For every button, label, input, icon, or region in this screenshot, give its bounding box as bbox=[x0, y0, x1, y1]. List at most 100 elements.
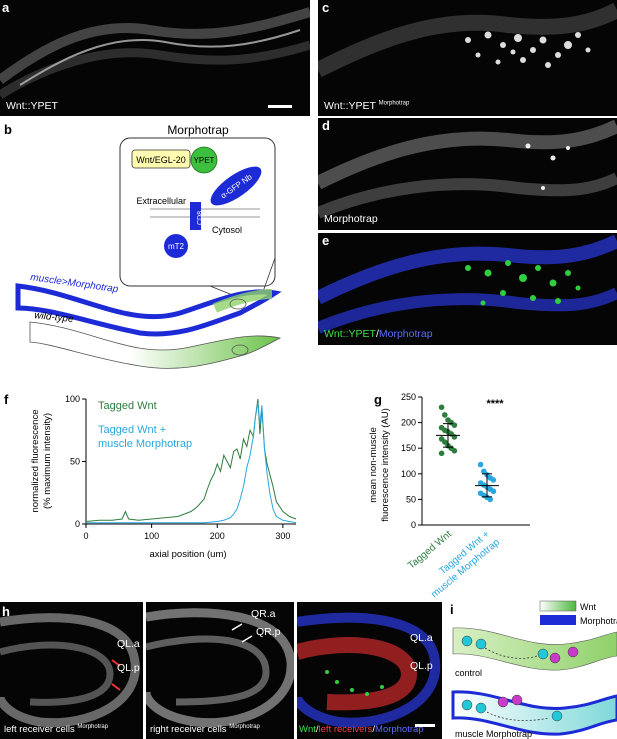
label-control: control bbox=[455, 668, 482, 678]
panel-f-series-1 bbox=[85, 398, 297, 522]
panel-e-image: Wnt::YPET/Morphotrap bbox=[318, 233, 617, 345]
panel-h-left-worm bbox=[0, 613, 140, 728]
ypet-label: YPET bbox=[194, 156, 215, 165]
panel-b-schematic: Morphotrap Wnt/EGL-20 YPET α-GFP Nb CD8 … bbox=[15, 123, 282, 337]
panel-h-ql-p: QL.p bbox=[117, 662, 140, 674]
panel-g-dot bbox=[477, 461, 484, 468]
panel-c-caption-sup: Morphotrap bbox=[378, 100, 410, 107]
panel-g-y-tick-label: 150 bbox=[401, 443, 416, 453]
panel-h-mid-caption-sup: Morphotrap bbox=[229, 724, 260, 730]
legend-wnt-swatch bbox=[539, 600, 577, 612]
panel-g-y-tick-label: 200 bbox=[401, 418, 416, 428]
caption-receivers: left receivers bbox=[318, 724, 373, 735]
panel-h-mid-caption-main: right receiver cells bbox=[150, 724, 227, 736]
extracellular-label: Extracellular bbox=[136, 196, 186, 206]
panel-f-x-tick-label: 0 bbox=[83, 531, 88, 541]
panel-a-worm bbox=[0, 7, 310, 108]
worm-control bbox=[452, 627, 617, 671]
panel-h-left-caption-sup: Morphotrap bbox=[77, 724, 109, 730]
panel-h-qr-a: QR.a bbox=[251, 608, 276, 620]
panel-g-dot bbox=[490, 488, 497, 495]
caption-morphotrap: Morphotrap bbox=[375, 724, 424, 735]
panel-f-x-tick-label: 200 bbox=[210, 531, 225, 541]
panel-a-caption: Wnt::YPET bbox=[6, 100, 58, 112]
panel-f-legend-2a: Tagged Wnt + bbox=[98, 424, 166, 436]
panel-g-dot bbox=[438, 404, 445, 411]
panel-f-ylabel-2: (% maximum intensity) bbox=[42, 413, 53, 509]
panel-f-series-2 bbox=[86, 402, 297, 524]
panel-h-left-image: QL.a QL.p left receiver cells Morphotrap bbox=[0, 602, 143, 739]
panel-g-dot bbox=[481, 468, 487, 475]
worm2-label: wild-type bbox=[34, 310, 75, 325]
panel-f-legend-1: Tagged Wnt bbox=[98, 400, 157, 412]
worm-muscle-morphotrap bbox=[15, 283, 282, 337]
panel-h-ql-a: QL.a bbox=[117, 638, 140, 650]
panel-g-label: g bbox=[374, 392, 382, 407]
panel-h-mid-caption: right receiver cells Morphotrap bbox=[150, 724, 260, 735]
legend-morphotrap: Morphotrap bbox=[580, 616, 617, 626]
panel-c-worm bbox=[318, 2, 617, 78]
panel-f-label: f bbox=[4, 392, 9, 407]
panel-g-dot bbox=[438, 450, 445, 457]
panel-g-axes: 0 50 100 150 200 250 bbox=[401, 392, 530, 530]
panel-d-label: d bbox=[322, 118, 330, 133]
panel-g-y-tick-label: 100 bbox=[401, 469, 416, 479]
panel-h-label: h bbox=[2, 604, 10, 619]
panel-e-caption-green: Wnt::YPET bbox=[324, 328, 376, 340]
legend-morphotrap-swatch bbox=[540, 615, 576, 625]
panel-f-x-tick-label: 300 bbox=[275, 531, 290, 541]
mt2-label: mT2 bbox=[168, 242, 185, 251]
cytosol-label: Cytosol bbox=[212, 225, 242, 235]
wnt-box bbox=[131, 149, 191, 169]
panel-g-significance: **** bbox=[486, 398, 504, 410]
panel-a-label: a bbox=[2, 0, 10, 15]
panel-h-left-caption-main: left receiver cells bbox=[4, 724, 75, 736]
cd8-icon bbox=[190, 202, 201, 230]
panel-i-label: i bbox=[450, 602, 454, 617]
panel-e-worm bbox=[318, 234, 617, 334]
panel-f-axes: 0 100 200 300 0 50 100 bbox=[65, 394, 296, 541]
panel-f-x-tick-label: 100 bbox=[144, 531, 159, 541]
worm-muscle-morphotrap-i bbox=[451, 690, 617, 736]
panel-c-caption-main: Wnt::YPET bbox=[324, 100, 376, 112]
panel-g-dot bbox=[442, 439, 448, 445]
panel-c-caption: Wnt::YPET Morphotrap bbox=[324, 100, 409, 112]
panel-f-y-tick-label: 50 bbox=[70, 457, 80, 467]
panel-h-left-caption: left receiver cells Morphotrap bbox=[4, 724, 108, 735]
panel-e-label: e bbox=[322, 233, 330, 248]
panel-f-ylabel-1: normalized fluorescence bbox=[30, 410, 41, 513]
panel-h-right-worm bbox=[297, 612, 441, 728]
nanobody-icon bbox=[210, 166, 262, 206]
panel-f-legend-2b: muscle Morphotrap bbox=[98, 438, 192, 450]
worm-wild-type bbox=[29, 321, 282, 369]
panel-g-dot bbox=[487, 496, 493, 503]
panel-e-caption-sep: / bbox=[375, 328, 379, 340]
panel-g-ylabel-1: mean non-muscle bbox=[368, 427, 379, 503]
panel-b-worm2: wild-type bbox=[29, 310, 282, 369]
morphotrap-title: Morphotrap bbox=[167, 123, 229, 137]
panel-i-schematic: Wnt Morphotrap control muscle Morphotrap bbox=[451, 600, 617, 739]
panel-g-chart: 0 50 100 150 200 250 **** mean non-muscle flu… bbox=[368, 392, 530, 600]
mt2-icon bbox=[164, 234, 188, 258]
caption-sep1: / bbox=[315, 724, 319, 735]
panel-h-right-caption: Wnt/left receivers/Morphotrap bbox=[299, 724, 424, 735]
panel-g-y-tick-label: 50 bbox=[406, 494, 416, 504]
panel-h-qr-p: QR.p bbox=[256, 626, 281, 638]
panel-e-caption-blue: Morphotrap bbox=[378, 328, 433, 340]
panel-b-label: b bbox=[4, 122, 12, 137]
panel-g-dot bbox=[442, 412, 448, 418]
panel-h-mid-worm bbox=[146, 608, 294, 728]
panel-c-image: Wnt::YPET Morphotrap bbox=[318, 0, 617, 116]
panel-h-right-ql-a: QL.a bbox=[410, 632, 433, 644]
cd8-label: CD8 bbox=[197, 211, 204, 225]
panel-h-right-ql-p: QL.p bbox=[410, 660, 433, 672]
legend-wnt: Wnt bbox=[580, 602, 597, 612]
panel-h-mid-image: QR.a QR.p right receiver cells Morphotra… bbox=[146, 602, 294, 739]
panel-d-caption: Morphotrap bbox=[324, 213, 378, 225]
label-muscle-morphotrap: muscle Morphotrap bbox=[455, 729, 532, 739]
panel-g-ylabel-2: fluorescence intensity (AU) bbox=[380, 408, 391, 522]
panel-a-image: Wnt::YPET bbox=[0, 0, 310, 116]
wnt-label: Wnt/EGL-20 bbox=[136, 155, 186, 165]
panel-f-xlabel: axial position (um) bbox=[149, 549, 226, 560]
panel-c-label: c bbox=[322, 0, 330, 15]
